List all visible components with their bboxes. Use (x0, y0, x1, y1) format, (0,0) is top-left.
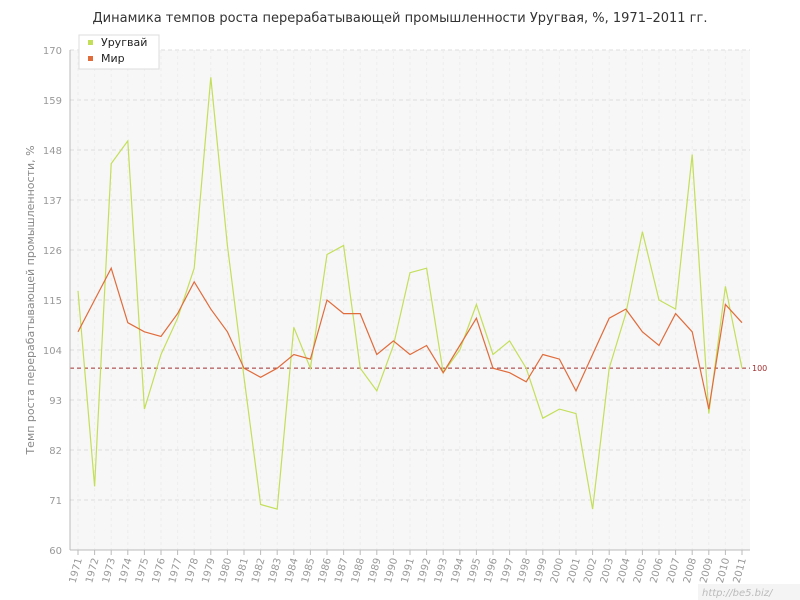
reference-line-group: 100 (70, 364, 767, 373)
x-tick-label: 2000 (549, 557, 566, 584)
x-tick-label: 1996 (483, 557, 500, 584)
x-tick-label: 1984 (283, 557, 300, 584)
x-tick-label: 1976 (151, 557, 168, 584)
y-tick-label: 93 (49, 396, 62, 407)
x-tick-label: 1971 (68, 557, 85, 584)
x-tick-label: 2009 (698, 557, 715, 584)
y-tick-label: 115 (43, 296, 62, 307)
gridlines (70, 49, 750, 550)
legend-marker-uruguay (88, 40, 93, 45)
x-tick-label: 1988 (350, 557, 367, 584)
series-line-world (77, 266, 743, 410)
x-tick-label: 1973 (101, 557, 118, 584)
x-tick-label: 1981 (234, 557, 251, 584)
y-axis-label: Темп роста перерабатывающей промышленнос… (24, 145, 37, 455)
x-tick-label: 1993 (433, 557, 450, 584)
x-tick-label: 2011 (732, 557, 749, 584)
legend-label-world: Мир (101, 52, 125, 65)
y-tick-label: 137 (43, 196, 62, 207)
x-tick-label: 1982 (250, 557, 267, 584)
x-tick-label: 2006 (649, 557, 666, 584)
y-tick-label: 82 (49, 446, 62, 457)
x-tick-label: 1987 (333, 557, 350, 584)
x-tick-label: 2005 (632, 557, 649, 584)
x-tick-label: 2002 (582, 557, 599, 584)
y-tick-label: 60 (49, 546, 62, 557)
chart-title: Динамика темпов роста перерабатывающей п… (93, 11, 708, 26)
x-tick-label: 2004 (615, 557, 632, 584)
series-line-uruguay (77, 77, 743, 510)
series-lines (77, 77, 743, 510)
y-tick-label: 148 (43, 146, 62, 157)
y-tick-label: 170 (43, 46, 62, 57)
watermark-background (698, 584, 800, 600)
y-tick-label: 71 (49, 496, 62, 507)
legend: Уругвай Мир (78, 34, 160, 70)
x-tick-label: 2008 (682, 557, 699, 584)
x-tick-label: 1992 (416, 557, 433, 584)
y-tick-label: 126 (43, 246, 62, 257)
x-tick-label: 1977 (167, 557, 184, 584)
x-tick-label: 1998 (516, 557, 533, 584)
watermark: http://be5.biz/ (702, 588, 774, 599)
x-tick-label: 1983 (267, 557, 284, 584)
y-tick-label: 159 (43, 96, 62, 107)
legend-label-uruguay: Уругвай (101, 36, 147, 49)
x-tick-label: 1974 (117, 557, 134, 584)
x-tick-label: 1995 (466, 557, 483, 584)
x-tick-label: 1978 (184, 557, 201, 584)
x-tick-label: 1997 (499, 557, 516, 584)
x-tick-label: 1990 (383, 557, 400, 584)
x-tick-label: 2001 (566, 557, 583, 584)
x-tick-label: 2003 (599, 557, 616, 584)
x-tick-label: 1994 (449, 557, 466, 584)
x-tick-label: 1979 (200, 557, 217, 584)
x-tick-label: 1989 (366, 557, 383, 584)
x-tick-label: 1972 (84, 557, 101, 584)
y-tick-label: 104 (43, 346, 62, 357)
x-tick-label: 2007 (665, 557, 682, 584)
x-tick-label: 1975 (134, 557, 151, 584)
legend-marker-world (88, 56, 93, 61)
x-tick-label: 1999 (532, 557, 549, 584)
x-tick-label: 2010 (715, 557, 732, 584)
x-tick-label: 1991 (400, 557, 417, 584)
x-tick-label: 1980 (217, 557, 234, 584)
x-tick-label: 1986 (317, 557, 334, 584)
reference-line-label: 100 (752, 364, 767, 373)
x-tick-label: 1985 (300, 557, 317, 584)
